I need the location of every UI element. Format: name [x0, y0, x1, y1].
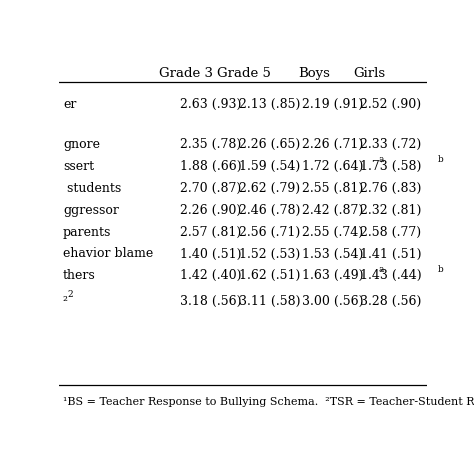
Text: 2.58 (.77): 2.58 (.77) — [360, 226, 421, 238]
Text: students: students — [63, 182, 121, 195]
Text: 2.42 (.87): 2.42 (.87) — [301, 204, 363, 217]
Text: parents: parents — [63, 226, 111, 238]
Text: ²: ² — [63, 295, 68, 308]
Text: 2.26 (.71): 2.26 (.71) — [301, 138, 363, 151]
Text: 1.41 (.51): 1.41 (.51) — [360, 247, 422, 261]
Text: Grade 3: Grade 3 — [159, 67, 213, 80]
Text: 1.59 (.54): 1.59 (.54) — [239, 160, 301, 173]
Text: ssert: ssert — [63, 160, 94, 173]
Text: 2.62 (.79): 2.62 (.79) — [239, 182, 301, 195]
Text: a: a — [379, 155, 384, 164]
Text: 1.42 (.40): 1.42 (.40) — [181, 269, 242, 283]
Text: 1.43 (.44): 1.43 (.44) — [360, 269, 422, 283]
Text: 2.26 (.90): 2.26 (.90) — [181, 204, 242, 217]
Text: 2.33 (.72): 2.33 (.72) — [360, 138, 422, 151]
Text: 1.88 (.66): 1.88 (.66) — [181, 160, 242, 173]
Text: 3.11 (.58): 3.11 (.58) — [239, 295, 301, 308]
Text: 2.13 (.85): 2.13 (.85) — [239, 98, 301, 111]
Text: 2.46 (.78): 2.46 (.78) — [239, 204, 301, 217]
Text: a: a — [379, 265, 384, 274]
Text: thers: thers — [63, 269, 96, 283]
Text: 1.72 (.64): 1.72 (.64) — [301, 160, 363, 173]
Text: 2.76 (.83): 2.76 (.83) — [360, 182, 422, 195]
Text: Boys: Boys — [299, 67, 330, 80]
Text: 1.63 (.49): 1.63 (.49) — [301, 269, 363, 283]
Text: ehavior blame: ehavior blame — [63, 247, 153, 261]
Text: 2.56 (.71): 2.56 (.71) — [239, 226, 301, 238]
Text: 2.63 (.93): 2.63 (.93) — [181, 98, 242, 111]
Text: b: b — [438, 155, 443, 164]
Text: 1.52 (.53): 1.52 (.53) — [239, 247, 301, 261]
Text: 2.70 (.87): 2.70 (.87) — [181, 182, 242, 195]
Text: Grade 5: Grade 5 — [217, 67, 271, 80]
Text: 3.18 (.56): 3.18 (.56) — [181, 295, 242, 308]
Text: 1.73 (.58): 1.73 (.58) — [360, 160, 422, 173]
Text: 1.62 (.51): 1.62 (.51) — [239, 269, 301, 283]
Text: 2: 2 — [67, 291, 73, 300]
Text: gnore: gnore — [63, 138, 100, 151]
Text: 2.26 (.65): 2.26 (.65) — [239, 138, 301, 151]
Text: ggressor: ggressor — [63, 204, 119, 217]
Text: 2.19 (.91): 2.19 (.91) — [301, 98, 363, 111]
Text: b: b — [438, 265, 443, 274]
Text: 2.57 (.81): 2.57 (.81) — [181, 226, 242, 238]
Text: 1.53 (.54): 1.53 (.54) — [301, 247, 363, 261]
Text: 2.35 (.78): 2.35 (.78) — [181, 138, 242, 151]
Text: 2.52 (.90): 2.52 (.90) — [360, 98, 421, 111]
Text: 1.40 (.51): 1.40 (.51) — [181, 247, 242, 261]
Text: Girls: Girls — [354, 67, 386, 80]
Text: ¹BS = Teacher Response to Bullying Schema.  ²TSR = Teacher-Student Relatio: ¹BS = Teacher Response to Bullying Schem… — [63, 397, 474, 407]
Text: 2.32 (.81): 2.32 (.81) — [360, 204, 422, 217]
Text: 2.55 (.81): 2.55 (.81) — [301, 182, 363, 195]
Text: er: er — [63, 98, 76, 111]
Text: 3.00 (.56): 3.00 (.56) — [301, 295, 363, 308]
Text: 2.55 (.74): 2.55 (.74) — [301, 226, 363, 238]
Text: 3.28 (.56): 3.28 (.56) — [360, 295, 422, 308]
